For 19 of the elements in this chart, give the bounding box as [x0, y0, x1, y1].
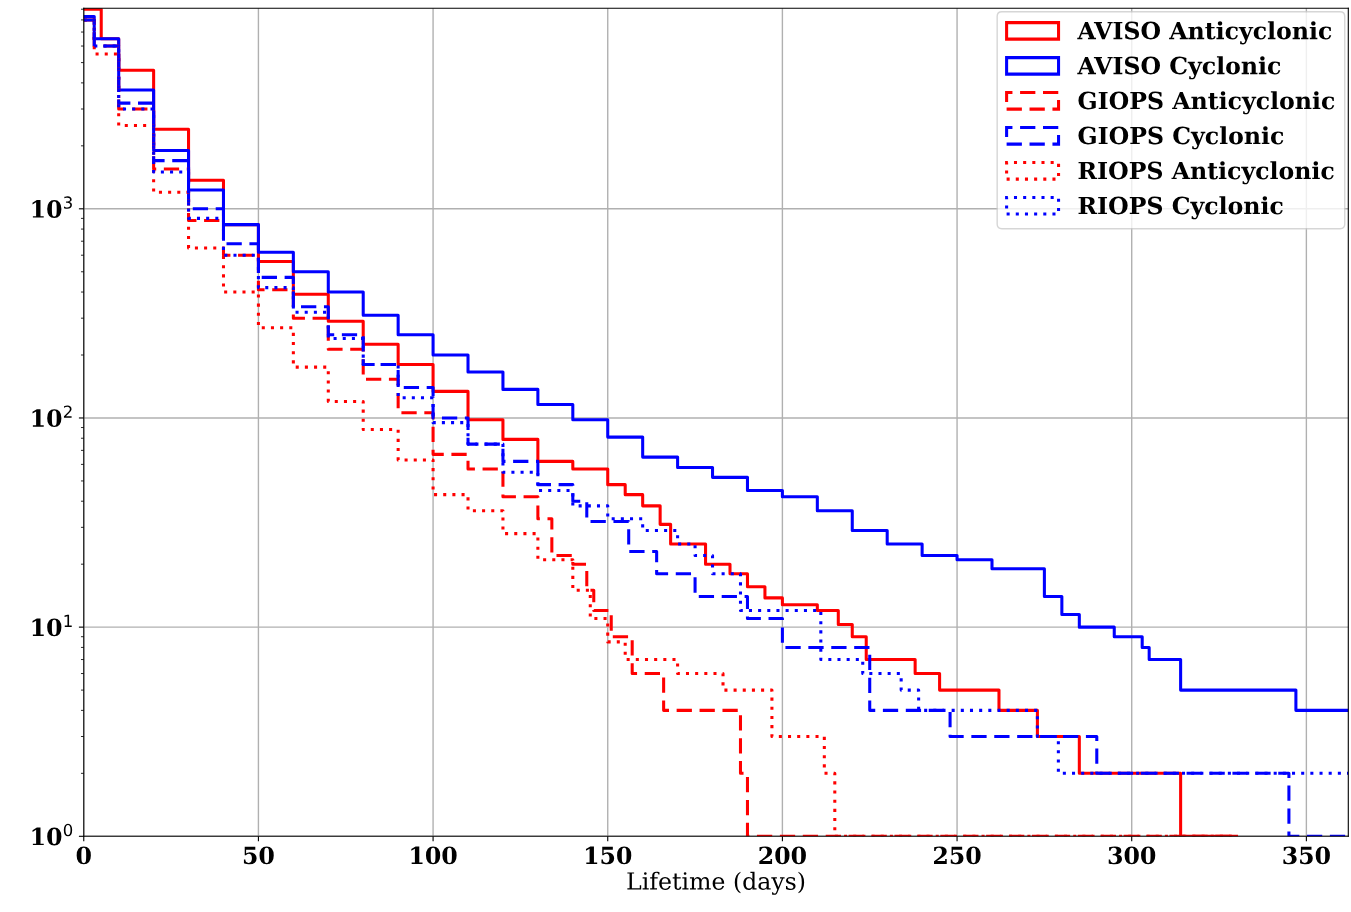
- x-tick-label: 150: [585, 846, 632, 865]
- x-tick-label: 0: [76, 846, 91, 865]
- y-tick-label: 10$^{1}$: [32, 614, 72, 637]
- legend-label: RIOPS Cyclonic: [1078, 196, 1283, 220]
- y-tick-label: 10$^{3}$: [32, 196, 72, 218]
- x-tick-label: 300: [1108, 846, 1156, 865]
- x-tick-label: 50: [243, 846, 274, 865]
- y-tick-label: 10$^{2}$: [32, 405, 72, 428]
- x-axis-title: Lifetime (days): [627, 871, 805, 895]
- x-tick-label: 350: [1283, 846, 1330, 865]
- x-tick-label: 250: [934, 846, 981, 865]
- x-tick-label: 100: [411, 846, 457, 865]
- legend-label: AVISO Cyclonic: [1077, 56, 1281, 80]
- y-tick-label: 10$^{0}$: [32, 823, 73, 846]
- legend-label: GIOPS Anticyclonic: [1078, 91, 1335, 115]
- legend-label: GIOPS Cyclonic: [1078, 126, 1284, 150]
- legend-label: RIOPS Anticyclonic: [1078, 161, 1334, 185]
- x-tick-label: 200: [759, 846, 806, 865]
- legend-label: AVISO Anticyclonic: [1077, 21, 1332, 45]
